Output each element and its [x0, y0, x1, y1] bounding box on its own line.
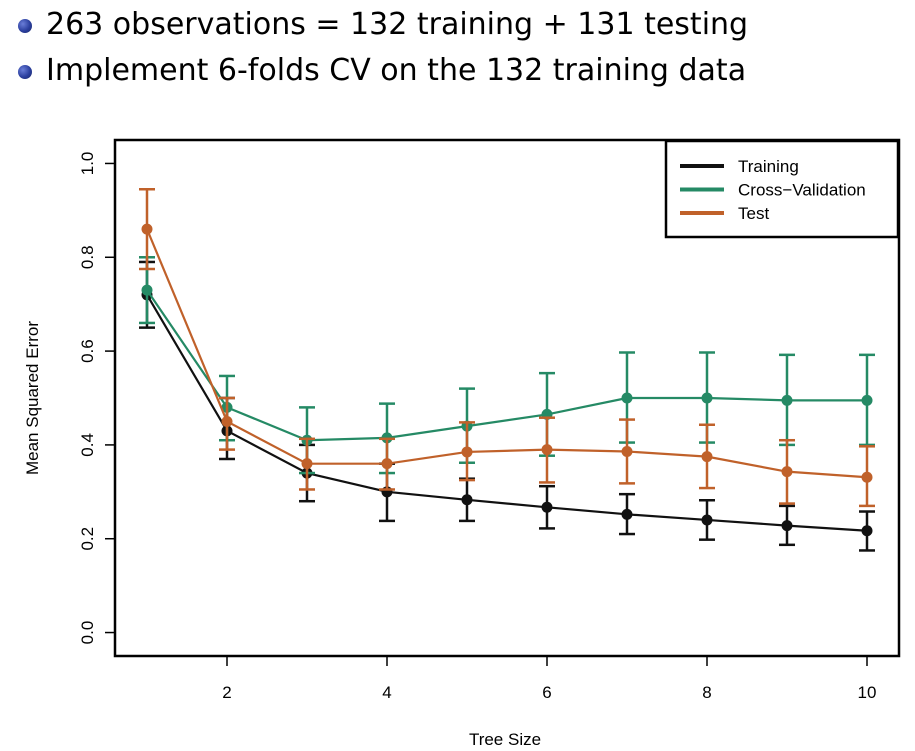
y-tick-label: 0.4	[78, 433, 97, 457]
x-tick-label: 4	[382, 683, 391, 702]
data-point	[861, 394, 873, 406]
x-axis-label: Tree Size	[469, 730, 541, 749]
data-point	[781, 520, 793, 532]
y-tick-label: 0.2	[78, 527, 97, 551]
data-point	[301, 458, 313, 470]
x-tick-label: 2	[222, 683, 231, 702]
x-tick-label: 8	[702, 683, 711, 702]
data-point	[701, 392, 713, 404]
data-point	[541, 501, 553, 513]
data-point	[381, 458, 393, 470]
series-3	[139, 188, 875, 508]
y-tick-label: 1.0	[78, 152, 97, 176]
data-point	[541, 444, 553, 456]
data-point	[141, 223, 153, 235]
data-point	[621, 508, 633, 520]
data-point	[781, 466, 793, 478]
series-2	[139, 256, 875, 475]
plot-frame	[113, 138, 901, 658]
bullet-item: 263 observations = 132 training + 131 te…	[12, 2, 748, 48]
series-line	[145, 228, 868, 479]
bullet-text: 263 observations = 132 training + 131 te…	[46, 7, 749, 42]
data-point	[461, 446, 473, 458]
bullet-dot-icon	[18, 19, 32, 33]
data-point	[861, 471, 873, 483]
data-point	[621, 445, 633, 457]
x-tick-label: 10	[858, 683, 877, 702]
bullet-list: 263 observations = 132 training + 131 te…	[12, 2, 748, 94]
data-point	[221, 415, 233, 427]
x-tick-label: 6	[542, 683, 551, 702]
series-line	[146, 289, 867, 442]
bullet-item: Implement 6-folds CV on the 132 training…	[12, 48, 748, 94]
bullet-text: Implement 6-folds CV on the 132 training…	[46, 53, 747, 88]
data-point	[621, 392, 633, 404]
y-axis-label: Mean Squared Error	[23, 321, 42, 475]
data-point	[141, 284, 153, 296]
data-point	[701, 451, 713, 463]
legend: Training Cross−Validation Test	[664, 139, 900, 239]
legend-label: Cross−Validation	[738, 181, 866, 200]
y-tick-label: 0.6	[78, 339, 97, 363]
legend-label: Training	[738, 157, 799, 176]
data-point	[781, 394, 793, 406]
data-point	[861, 525, 873, 537]
data-point	[701, 514, 713, 526]
bullet-dot-icon	[18, 65, 32, 79]
series-1	[139, 260, 875, 552]
y-tick-label: 0.0	[78, 621, 97, 645]
series-line	[146, 294, 868, 532]
y-tick-label: 0.8	[78, 245, 97, 269]
legend-label: Test	[738, 204, 769, 223]
data-point	[461, 494, 473, 506]
